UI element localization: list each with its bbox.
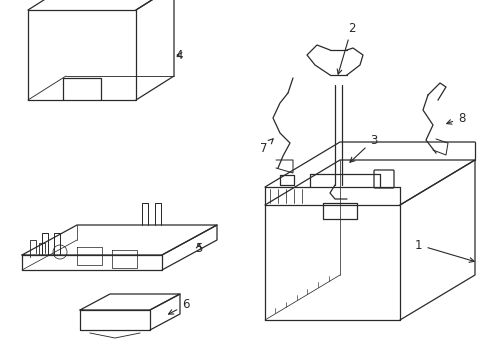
Text: 2: 2 (337, 22, 355, 74)
Text: 8: 8 (446, 112, 465, 125)
Text: 6: 6 (168, 298, 189, 314)
Text: 3: 3 (349, 134, 377, 162)
Text: 5: 5 (195, 242, 202, 255)
Text: 4: 4 (175, 49, 182, 62)
Text: 1: 1 (414, 239, 473, 262)
Text: 7: 7 (260, 139, 273, 154)
